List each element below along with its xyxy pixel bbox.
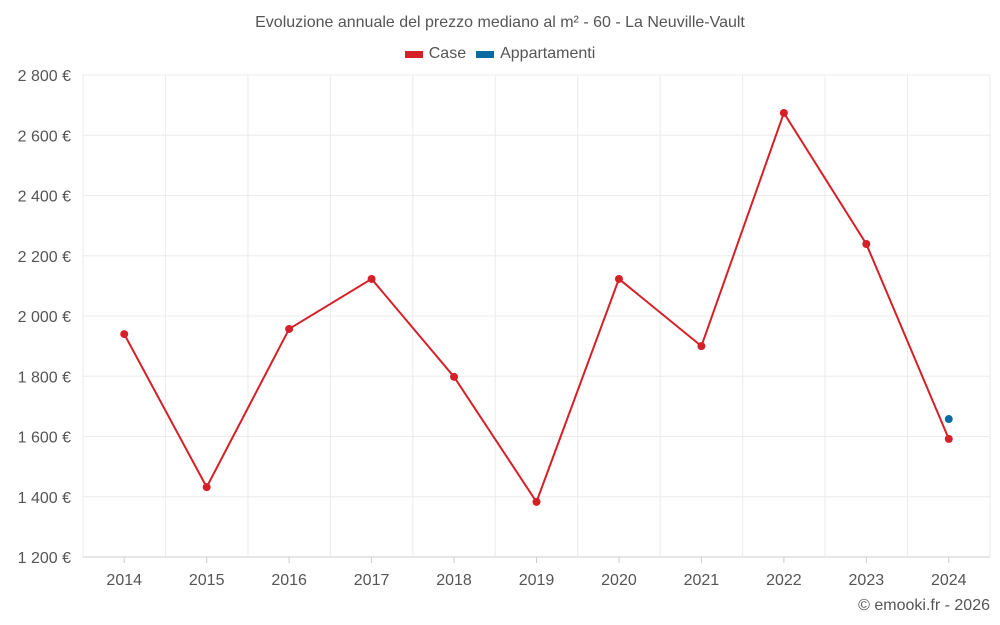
- x-tick-label: 2017: [354, 572, 390, 589]
- legend-swatch-appartamenti: [476, 50, 495, 58]
- data-point-case: [944, 434, 953, 443]
- data-point-case: [285, 324, 294, 333]
- data-point-case: [614, 274, 623, 283]
- x-tick-label: 2019: [519, 572, 555, 589]
- credit: © emooki.fr - 2026: [858, 597, 990, 614]
- x-tick-label: 2016: [271, 572, 307, 589]
- y-tick-label: 1 200 €: [18, 550, 71, 567]
- y-tick-label: 2 400 €: [18, 189, 71, 206]
- chart-title: Evoluzione annuale del prezzo mediano al…: [255, 14, 745, 31]
- data-point-case: [697, 342, 706, 351]
- legend-label-case: Case: [428, 45, 467, 62]
- x-tick-label: 2024: [931, 572, 967, 589]
- data-point-appartamenti: [944, 415, 953, 424]
- y-tick-label: 2 600 €: [18, 128, 71, 145]
- x-tick-label: 2014: [106, 572, 142, 589]
- x-tick-label: 2018: [436, 572, 472, 589]
- legend-label-appartamenti: Appartamenti: [500, 45, 596, 62]
- legend-item-case[interactable]: Case: [404, 45, 467, 63]
- x-tick-label: 2023: [849, 572, 885, 589]
- y-tick-label: 2 200 €: [18, 249, 71, 266]
- data-point-case: [120, 330, 129, 339]
- x-tick-label: 2022: [766, 572, 802, 589]
- data-point-case: [532, 497, 541, 506]
- x-tick-label: 2021: [684, 572, 720, 589]
- x-tick-label: 2020: [601, 572, 637, 589]
- data-point-case: [450, 372, 459, 381]
- data-point-case: [367, 274, 376, 283]
- y-tick-label: 1 600 €: [18, 430, 71, 447]
- legend: Case Appartamenti: [0, 45, 1000, 63]
- y-tick-label: 2 000 €: [18, 309, 71, 326]
- y-tick-label: 2 800 €: [18, 68, 71, 85]
- data-point-case: [202, 483, 211, 492]
- data-point-case: [862, 240, 871, 249]
- y-tick-label: 1 800 €: [18, 369, 71, 386]
- y-tick-label: 1 400 €: [18, 490, 71, 507]
- data-point-case: [779, 108, 788, 117]
- legend-item-appartamenti[interactable]: Appartamenti: [476, 45, 595, 63]
- x-tick-label: 2015: [189, 572, 225, 589]
- legend-swatch-case: [404, 50, 423, 58]
